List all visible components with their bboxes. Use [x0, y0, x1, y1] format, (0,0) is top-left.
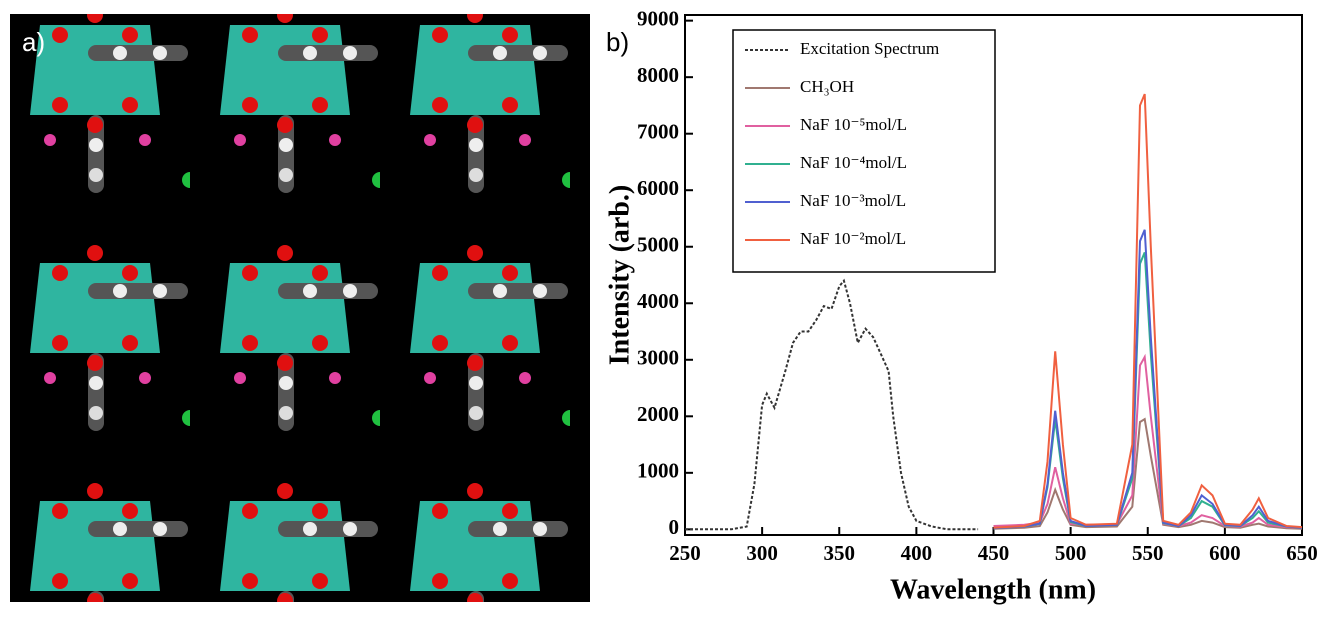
legend-text: NaF 10⁻²mol/L — [800, 229, 906, 248]
figure: a) b) Intensity (arb.) Wavelength (nm) 2… — [0, 0, 1327, 612]
y-tick-label: 1000 — [637, 459, 679, 483]
y-tick-label: 8000 — [637, 63, 679, 87]
y-axis-label: Intensity (arb.) — [604, 185, 635, 365]
legend-text: NaF 10⁻⁴mol/L — [800, 153, 907, 172]
x-tick-label: 650 — [1286, 541, 1318, 565]
x-tick-label: 400 — [901, 541, 933, 565]
series-line — [685, 281, 978, 530]
x-tick-label: 300 — [746, 541, 778, 565]
legend-text: CH₃OH — [800, 77, 854, 96]
legend-text: NaF 10⁻⁵mol/L — [800, 115, 907, 134]
page: a) b) Intensity (arb.) Wavelength (nm) 2… — [0, 0, 1327, 612]
y-tick-label: 7000 — [637, 120, 679, 144]
y-tick-label: 6000 — [637, 176, 679, 200]
x-tick-label: 500 — [1055, 541, 1087, 565]
x-axis-label: Wavelength (nm) — [890, 574, 1096, 605]
y-tick-label: 0 — [669, 515, 680, 539]
y-tick-label: 9000 — [637, 6, 679, 30]
x-tick-label: 600 — [1209, 541, 1241, 565]
y-tick-label: 4000 — [637, 289, 679, 313]
x-tick-label: 550 — [1132, 541, 1164, 565]
x-tick-label: 350 — [824, 541, 856, 565]
y-tick-label: 5000 — [637, 233, 679, 257]
legend-text: NaF 10⁻³mol/L — [800, 191, 906, 210]
panel-label: a) — [22, 27, 45, 57]
y-tick-label: 2000 — [637, 402, 679, 426]
y-tick-label: 3000 — [637, 346, 679, 370]
legend-text: Excitation Spectrum — [800, 39, 939, 58]
x-tick-label: 450 — [978, 541, 1010, 565]
x-tick-label: 250 — [669, 541, 701, 565]
structure-image — [10, 14, 590, 602]
panel-label: b) — [606, 27, 629, 57]
